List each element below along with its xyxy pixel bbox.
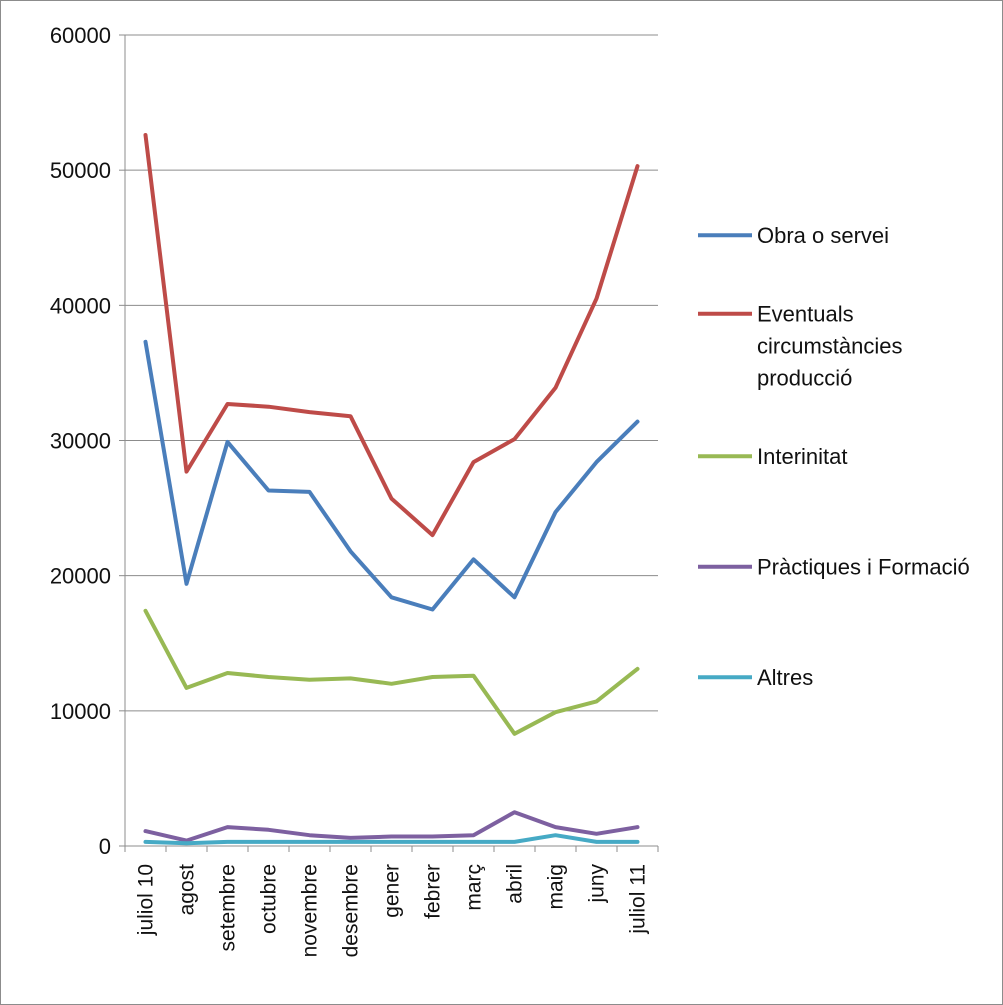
legend-label: circumstàncies: [757, 334, 902, 359]
x-tick-label: octubre: [258, 864, 281, 934]
x-tick-label: juliol 11: [627, 864, 650, 935]
legend-label: Eventuals: [757, 302, 854, 327]
y-tick-label: 40000: [50, 293, 111, 318]
legend-label: producció: [757, 366, 852, 391]
y-tick-label: 10000: [50, 699, 111, 724]
x-tick-label: novembre: [299, 864, 322, 957]
series-lines: [143, 133, 640, 846]
legend-label: Interinitat: [757, 444, 848, 469]
series-line: [143, 339, 640, 612]
x-axis-ticks: juliol 10 agost setembre octubre novembre des…: [124, 846, 659, 957]
x-tick-label: gener: [381, 864, 404, 918]
x-tick-label: abril: [504, 864, 527, 904]
y-tick-label: 30000: [50, 429, 111, 454]
x-tick-label: juliol 10: [135, 864, 158, 936]
x-tick-label: desembre: [340, 864, 363, 957]
legend-label: Altres: [757, 665, 813, 690]
x-tick-label: març: [463, 864, 486, 911]
x-tick-label: febrer: [422, 864, 445, 919]
legend: Obra o servei Eventuals circumstàncies prod…: [698, 223, 970, 690]
x-tick-label: setembre: [217, 864, 240, 952]
series-line: [143, 833, 640, 846]
y-tick-label: 60000: [50, 23, 111, 48]
series-line: [143, 133, 640, 538]
gridlines: [125, 34, 658, 712]
legend-label: Pràctiques i Formació: [757, 555, 970, 580]
series-line: [143, 810, 640, 843]
y-tick-label: 50000: [50, 158, 111, 183]
x-tick-label: agost: [176, 864, 199, 916]
x-tick-label: juny: [586, 864, 609, 904]
legend-label: Obra o servei: [757, 223, 889, 248]
series-line: [143, 608, 640, 736]
y-tick-label: 20000: [50, 564, 111, 589]
x-tick-label: maig: [545, 864, 568, 910]
y-axis-ticks: 0 10000 20000 30000 40000 50000 60000: [50, 23, 125, 859]
y-tick-label: 0: [99, 834, 111, 859]
